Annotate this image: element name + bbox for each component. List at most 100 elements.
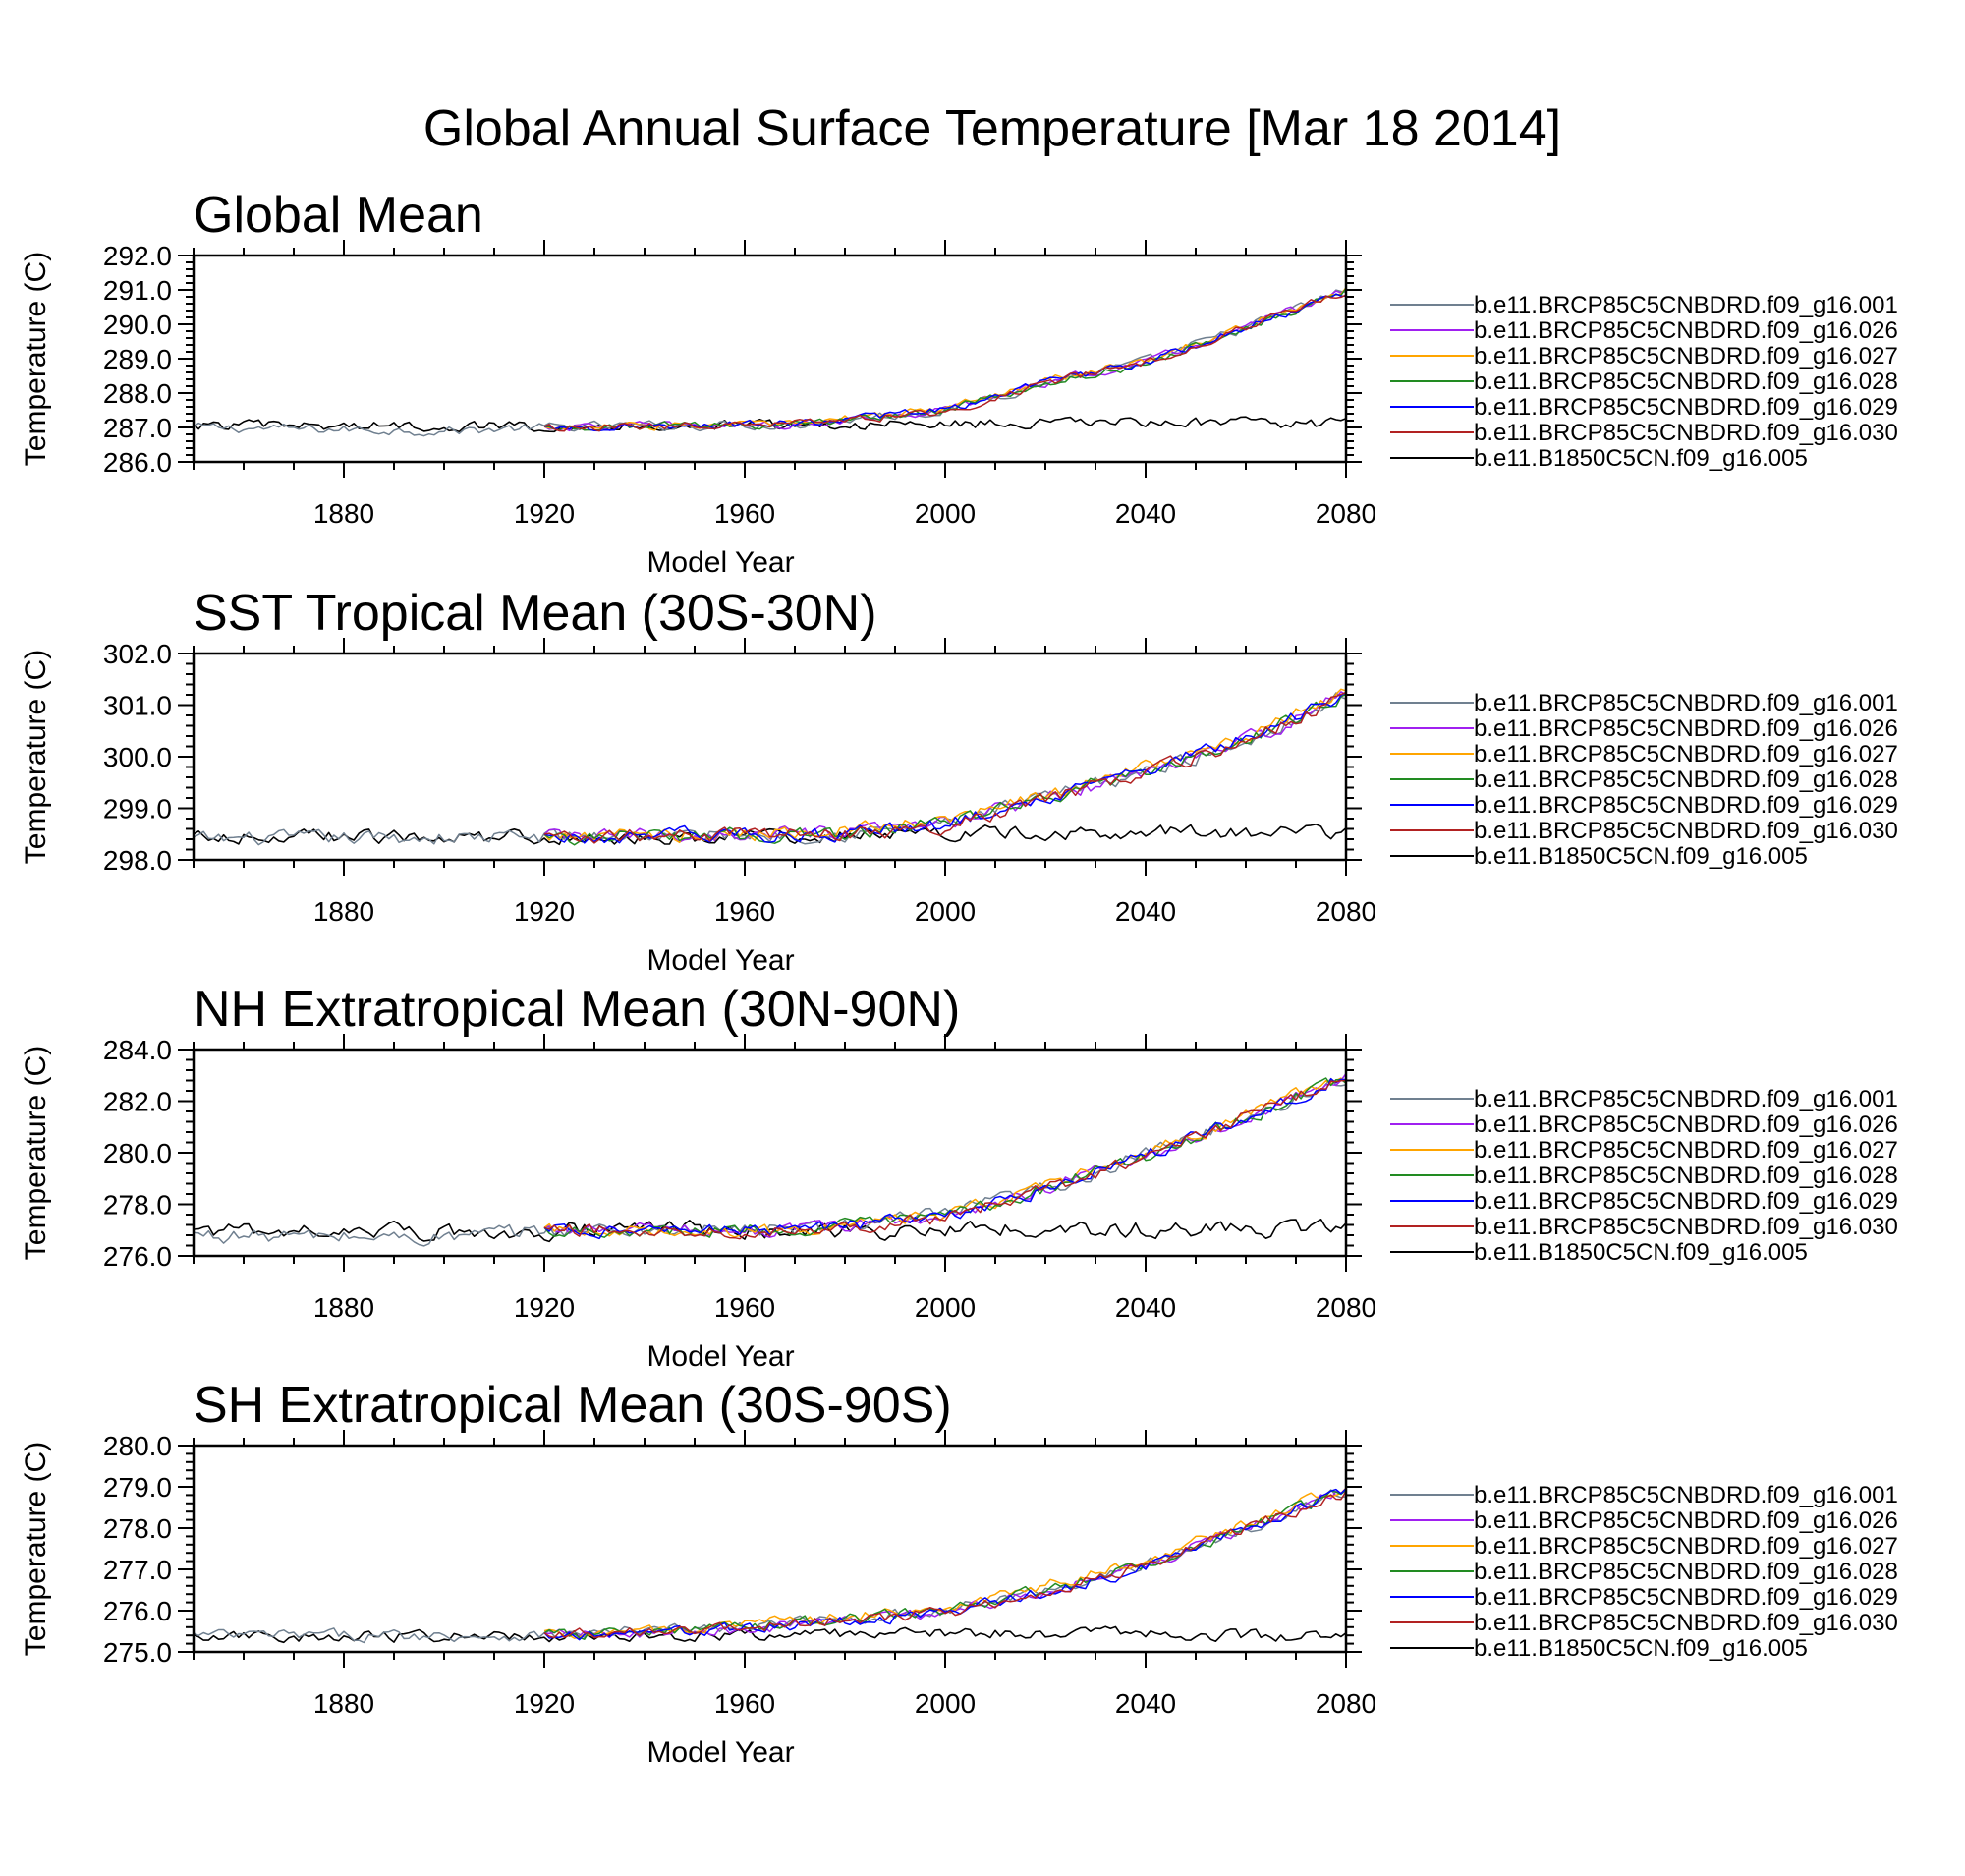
- series-line: [543, 692, 1346, 844]
- y-tick-label: 301.0: [103, 691, 172, 721]
- x-tick-label: 1920: [514, 1688, 575, 1719]
- panel-title: Global Mean: [194, 187, 483, 244]
- legend-label: b.e11.BRCP85C5CNBDRD.f09_g16.027: [1474, 1137, 1898, 1164]
- chart-panel: Global Mean Temperature (C) Model Year 1880…: [20, 187, 1898, 579]
- x-tick-label: 2000: [915, 498, 976, 529]
- legend: b.e11.BRCP85C5CNBDRD.f09_g16.001b.e11.BR…: [1390, 1086, 1898, 1266]
- legend-label: b.e11.BRCP85C5CNBDRD.f09_g16.030: [1474, 1610, 1898, 1636]
- y-tick-label: 288.0: [103, 378, 172, 409]
- x-tick-label: 1920: [514, 498, 575, 529]
- figure-title: Global Annual Surface Temperature [Mar 1…: [423, 100, 1561, 157]
- panel-title: NH Extratropical Mean (30N-90N): [194, 981, 960, 1038]
- series-line: [543, 1488, 1346, 1641]
- x-tick-label: 2040: [1115, 1688, 1176, 1719]
- chart-panel: NH Extratropical Mean (30N-90N) Temperatu…: [20, 981, 1898, 1373]
- legend-label: b.e11.BRCP85C5CNBDRD.f09_g16.028: [1474, 1559, 1898, 1585]
- x-axis-label: Model Year: [646, 546, 794, 579]
- y-tick-label: 291.0: [103, 275, 172, 306]
- x-axis-label: Model Year: [646, 1340, 794, 1373]
- x-tick-label: 1960: [714, 1688, 775, 1719]
- x-tick-label: 2040: [1115, 498, 1176, 529]
- series-group: [194, 287, 1346, 437]
- legend-label: b.e11.BRCP85C5CNBDRD.f09_g16.029: [1474, 792, 1898, 819]
- legend-label: b.e11.BRCP85C5CNBDRD.f09_g16.030: [1474, 818, 1898, 844]
- x-tick-label: 1960: [714, 896, 775, 927]
- y-tick-label: 282.0: [103, 1087, 172, 1117]
- y-axis-label: Temperature (C): [20, 650, 52, 864]
- chart-panels: Global Mean Temperature (C) Model Year 1880…: [20, 187, 1898, 1769]
- y-tick-label: 279.0: [103, 1472, 172, 1503]
- series-line: [543, 1078, 1346, 1240]
- y-tick-label: 286.0: [103, 447, 172, 478]
- x-axis-label: Model Year: [646, 944, 794, 977]
- y-tick-label: 276.0: [103, 1241, 172, 1272]
- legend-label: b.e11.BRCP85C5CNBDRD.f09_g16.001: [1474, 292, 1898, 318]
- series-group: [194, 1487, 1346, 1644]
- y-tick-label: 287.0: [103, 413, 172, 443]
- legend: b.e11.BRCP85C5CNBDRD.f09_g16.001 b.e11.BR…: [1390, 690, 1898, 870]
- legend-label: b.e11.BRCP85C5CNBDRD.f09_g16.027: [1474, 1533, 1898, 1560]
- series-group: [194, 688, 1346, 846]
- x-tick-label: 2000: [915, 896, 976, 927]
- legend-label: b.e11.B1850C5CN.f09_g16.005: [1474, 445, 1808, 472]
- x-tick-label: 2040: [1115, 1292, 1176, 1323]
- series-group: [194, 1073, 1346, 1247]
- y-tick-label: 278.0: [103, 1190, 172, 1221]
- legend-label: b.e11.BRCP85C5CNBDRD.f09_g16.027: [1474, 343, 1898, 370]
- legend-label: b.e11.BRCP85C5CNBDRD.f09_g16.029: [1474, 1188, 1898, 1215]
- legend-label: b.e11.BRCP85C5CNBDRD.f09_g16.026: [1474, 1111, 1898, 1138]
- chart-panel: SST Tropical Mean (30S-30N) Temperature (…: [20, 585, 1898, 977]
- x-tick-label: 1880: [313, 896, 374, 927]
- series-line: [194, 1489, 1346, 1644]
- series-line: [543, 691, 1346, 844]
- x-tick-label: 1960: [714, 1292, 775, 1323]
- series-line: [194, 1077, 1346, 1247]
- series-line: [543, 1491, 1346, 1639]
- x-tick-label: 1920: [514, 896, 575, 927]
- plot-frame: [192, 1444, 1348, 1654]
- series-line: [543, 693, 1346, 846]
- x-tick-label: 2080: [1316, 1688, 1376, 1719]
- y-tick-label: 284.0: [103, 1035, 172, 1065]
- legend-label: b.e11.BRCP85C5CNBDRD.f09_g16.026: [1474, 1507, 1898, 1534]
- legend-label: b.e11.BRCP85C5CNBDRD.f09_g16.001: [1474, 690, 1898, 716]
- y-axis-label: Temperature (C): [20, 1046, 52, 1260]
- panel-title: SH Extratropical Mean (30S-90S): [194, 1377, 952, 1434]
- legend: b.e11.BRCP85C5CNBDRD.f09_g16.001b.e11.BR…: [1390, 1482, 1898, 1662]
- legend-label: b.e11.BRCP85C5CNBDRD.f09_g16.001: [1474, 1086, 1898, 1112]
- series-line: [543, 691, 1346, 843]
- y-axis-label: Temperature (C): [20, 252, 52, 466]
- x-tick-label: 1880: [313, 498, 374, 529]
- y-tick-label: 280.0: [103, 1431, 172, 1461]
- legend-label: b.e11.BRCP85C5CNBDRD.f09_g16.028: [1474, 1163, 1898, 1189]
- x-tick-label: 2000: [915, 1688, 976, 1719]
- legend: b.e11.BRCP85C5CNBDRD.f09_g16.001 b.e11.BR…: [1390, 292, 1898, 472]
- series-line: [543, 1487, 1346, 1639]
- legend-label: b.e11.BRCP85C5CNBDRD.f09_g16.030: [1474, 420, 1898, 446]
- y-tick-label: 299.0: [103, 794, 172, 824]
- chart-panel: SH Extratropical Mean (30S-90S) Temperatu…: [20, 1377, 1898, 1769]
- legend-label: b.e11.B1850C5CN.f09_g16.005: [1474, 1635, 1808, 1662]
- x-tick-label: 2000: [915, 1292, 976, 1323]
- y-axis-label: Temperature (C): [20, 1442, 52, 1656]
- legend-label: b.e11.BRCP85C5CNBDRD.f09_g16.029: [1474, 1584, 1898, 1611]
- y-tick-label: 278.0: [103, 1513, 172, 1544]
- x-tick-label: 1880: [313, 1688, 374, 1719]
- x-axis-label: Model Year: [646, 1736, 794, 1769]
- x-tick-label: 1960: [714, 498, 775, 529]
- series-line: [543, 688, 1346, 844]
- x-tick-label: 1880: [313, 1292, 374, 1323]
- panel-title: SST Tropical Mean (30S-30N): [194, 585, 877, 642]
- series-line: [543, 1073, 1346, 1238]
- legend-label: b.e11.BRCP85C5CNBDRD.f09_g16.028: [1474, 369, 1898, 395]
- series-line: [194, 1625, 1346, 1644]
- x-tick-label: 2040: [1115, 896, 1176, 927]
- y-tick-label: 290.0: [103, 310, 172, 340]
- y-tick-label: 302.0: [103, 639, 172, 669]
- y-tick-label: 298.0: [103, 845, 172, 876]
- y-tick-label: 289.0: [103, 344, 172, 374]
- series-line: [194, 1219, 1346, 1243]
- legend-label: b.e11.BRCP85C5CNBDRD.f09_g16.001: [1474, 1482, 1898, 1508]
- series-line: [543, 1079, 1346, 1240]
